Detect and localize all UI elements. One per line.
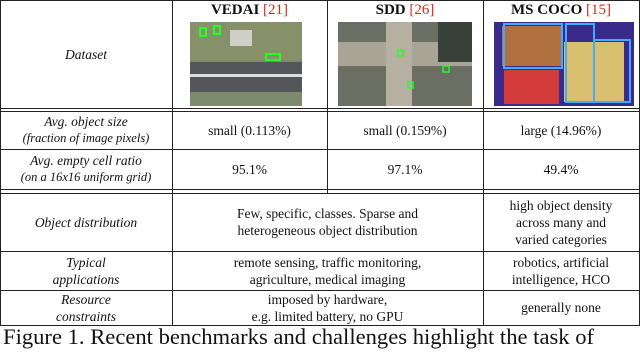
text: Resource (61, 291, 111, 307)
text: small (0.159%) (363, 122, 447, 138)
cell: remote sensing, traffic monitoring, agric… (172, 251, 483, 290)
text: (on a 16x16 uniform grid) (20, 170, 152, 184)
text: 95.1% (232, 161, 267, 177)
cell: small (0.159%) (327, 111, 483, 149)
text: Few, specific, classes. Sparse and (237, 206, 418, 221)
caption: Figure 1. Recent benchmarks and challeng… (3, 324, 595, 349)
row-label: Avg. object size (fraction of image pixel… (0, 111, 172, 149)
cell: high object density across many and varied… (483, 193, 639, 251)
rule (0, 111, 640, 112)
text: 97.1% (387, 161, 423, 177)
rule (0, 108, 640, 109)
rule (0, 0, 640, 1)
cell: generally none (483, 290, 639, 325)
rule (483, 0, 484, 326)
citation: [21] (263, 2, 289, 18)
cell: imposed by hardware, e.g. limited battery… (172, 290, 483, 325)
cell: 95.1% (172, 149, 327, 189)
text: varied categories (515, 231, 607, 247)
text: generally none (521, 300, 601, 315)
text: intelligence, HCO (511, 271, 611, 287)
text: Dataset (65, 46, 107, 62)
text: remote sensing, traffic monitoring, (233, 254, 422, 270)
text: Object distribution (34, 214, 138, 230)
citation: [26] (409, 2, 435, 18)
column-header: VEDAI [21] (172, 2, 327, 19)
cell: Few, specific, classes. Sparse and hetero… (172, 193, 483, 251)
row-label: Avg. empty cell ratio (on a 16x16 uniform… (0, 149, 172, 189)
column-header: SDD [26] (327, 2, 483, 19)
rule (0, 251, 640, 252)
rule (327, 0, 328, 193)
text: agriculture, medical imaging (249, 271, 406, 287)
image (190, 22, 302, 106)
text: applications (52, 271, 120, 287)
text: small (0.113%) (208, 122, 291, 138)
rule (172, 0, 173, 326)
text: large (14.96%) (520, 122, 602, 138)
cell: robotics, artificial intelligence, HCO (483, 251, 639, 290)
text: high object density (509, 197, 613, 213)
text: heterogeneous object distribution (237, 223, 418, 238)
cell: small (0.113%) (172, 111, 327, 149)
text: constraints (55, 308, 116, 324)
rule (0, 189, 640, 190)
text: robotics, artificial (513, 254, 609, 270)
text: 49.4% (543, 161, 579, 177)
cell: large (14.96%) (483, 111, 639, 149)
text: Avg. object size (44, 114, 128, 129)
text: e.g. limited battery, no GPU (251, 308, 404, 324)
rule (0, 325, 640, 326)
text: (fraction of image pixels) (22, 131, 150, 145)
column-header: MS COCO [15] (483, 2, 639, 19)
citation: [15] (586, 2, 611, 18)
cell: 49.4% (483, 149, 639, 189)
rule (0, 290, 640, 291)
text: imposed by hardware, (267, 291, 388, 307)
text: VEDAI (210, 2, 260, 18)
text: across many and (516, 214, 606, 230)
cell: 97.1% (327, 149, 483, 189)
rule (0, 149, 640, 150)
rule (0, 0, 1, 326)
text: Typical (66, 254, 106, 270)
image (494, 22, 634, 106)
row-label: Typical applications (0, 251, 172, 290)
row-label: Resource constraints (0, 290, 172, 325)
row-label: Object distribution (0, 193, 172, 251)
row-label: Dataset (0, 0, 172, 108)
image (338, 22, 472, 106)
text: SDD (375, 2, 406, 18)
text: MS COCO (511, 2, 583, 18)
rule (0, 193, 640, 194)
text: Avg. empty cell ratio (30, 153, 142, 168)
